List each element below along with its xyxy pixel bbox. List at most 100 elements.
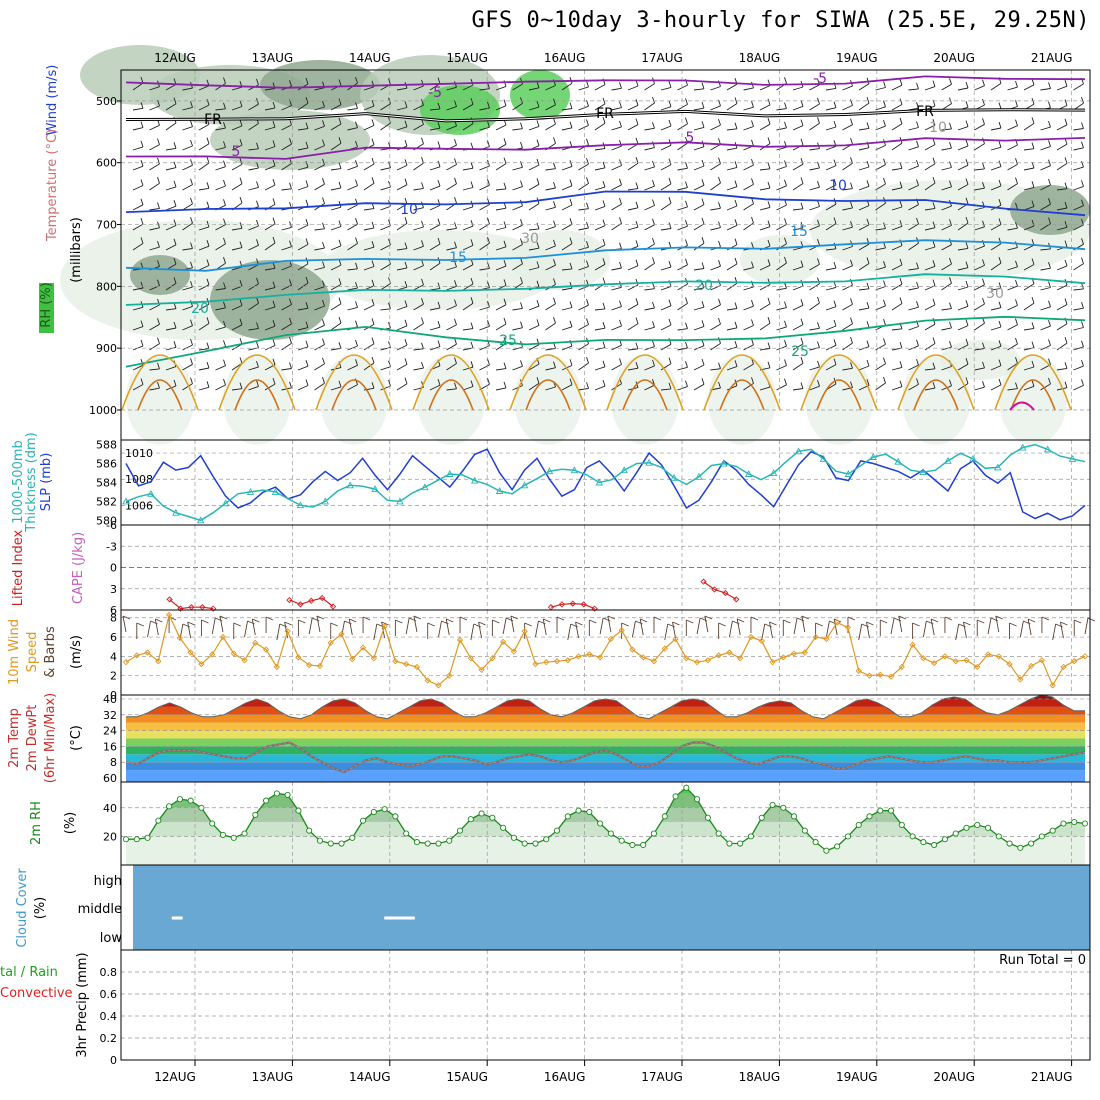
wind-barb: [858, 83, 870, 91]
wind-barb: [1056, 265, 1068, 271]
wind-barb: [140, 237, 144, 244]
wind-barb: [644, 263, 655, 271]
wind-barb: [858, 166, 870, 171]
wind-speed-marker: [693, 659, 701, 666]
wind-speed-marker: [316, 662, 324, 670]
wind-barb: [272, 358, 276, 365]
wind-barb: [701, 339, 705, 346]
wind-barb: [314, 286, 325, 291]
rh-marker: [672, 793, 679, 800]
wind-barb: [1040, 184, 1051, 191]
wind-barb: [487, 262, 490, 269]
wind-barb: [941, 224, 952, 231]
wind-barb: [437, 340, 441, 347]
wind-barb: [322, 319, 325, 326]
contour-label: 5: [232, 144, 241, 160]
wind-barb: [652, 218, 655, 225]
temp-band: [126, 706, 1085, 715]
wind-barb: [470, 142, 474, 150]
contour-label: 30: [986, 286, 1004, 302]
wind-barb: [536, 280, 540, 287]
wind-barb: [1073, 147, 1084, 151]
wind-barb: [965, 216, 969, 224]
wind-barb: [1015, 318, 1018, 325]
wind-barb: [239, 138, 243, 146]
wind-barb: [916, 179, 919, 186]
wind-speed-marker: [165, 611, 173, 618]
wind-barb: [231, 164, 243, 171]
wind-barb: [157, 318, 160, 325]
wind-barb: [149, 182, 160, 191]
wind-barb: [825, 364, 837, 371]
wind-speed-marker: [241, 657, 248, 664]
wind-barb: [660, 266, 672, 271]
wind-barb: [875, 125, 886, 131]
wind-barb: [190, 300, 193, 307]
wind-speed-marker: [909, 641, 916, 648]
wind-barb: [132, 384, 144, 391]
wind-barb: [660, 228, 672, 231]
wind-barb: [635, 137, 639, 145]
wind-barb: [792, 266, 804, 271]
wind-barb: [487, 281, 490, 288]
wind-barb: [297, 128, 309, 131]
thickness-marker: [296, 501, 305, 509]
wind-barb: [710, 105, 721, 111]
wind-barb: [718, 80, 721, 87]
rh-marker: [995, 833, 1002, 840]
wind-barb: [776, 326, 787, 331]
wind-barb: [338, 380, 342, 388]
wind-speed-marker: [446, 672, 453, 679]
wind-barb: [330, 622, 338, 627]
wind-barb: [908, 184, 919, 191]
wind-barb: [693, 287, 705, 291]
wind-barb: [561, 127, 573, 131]
wind-speed-marker: [769, 659, 776, 666]
y-tick-label: 0.2: [100, 1032, 118, 1045]
wind-speed-marker: [1038, 657, 1046, 664]
wind-barb: [842, 226, 853, 231]
wind-barb: [1081, 302, 1084, 309]
wind-barb: [281, 323, 292, 331]
wind-barb: [759, 85, 771, 91]
wind-barb: [990, 243, 1002, 251]
lifted-index-line: [169, 598, 214, 610]
wind-barb: [446, 324, 457, 331]
wind-barb: [248, 123, 259, 131]
wind-barb: [924, 144, 936, 151]
wind-barb: [1015, 299, 1018, 306]
wind-barb: [388, 379, 391, 387]
thickness-marker: [545, 467, 554, 475]
wind-speed-marker: [704, 657, 712, 664]
wind-barb: [569, 320, 573, 327]
contour-label: 15: [449, 250, 467, 266]
wind-barb: [165, 103, 177, 111]
wind-barb: [743, 363, 754, 371]
wind-barb: [965, 242, 969, 249]
rh-marker: [941, 836, 948, 843]
wind-barb: [380, 283, 391, 291]
wind-barb: [759, 264, 771, 271]
rh-marker: [230, 834, 237, 841]
wind-barb: [248, 167, 259, 171]
wind-barb: [173, 341, 177, 348]
wind-barb: [251, 618, 256, 636]
wind-barb: [396, 164, 408, 171]
wind-barb: [751, 319, 754, 326]
wind-barb: [833, 178, 837, 186]
wind-barb: [264, 184, 276, 191]
wind-barb: [248, 148, 259, 151]
wind-speed-marker: [931, 659, 938, 667]
wind-barb: [272, 281, 276, 288]
wind-barb: [850, 137, 853, 145]
wind-barb: [696, 617, 701, 635]
wind-barb: [751, 338, 754, 345]
wind-barb: [256, 380, 259, 387]
wind-barb: [223, 77, 226, 84]
wind-barb: [792, 86, 804, 91]
wind-barb: [751, 178, 754, 185]
wind-barb: [990, 224, 1002, 231]
wind-barb: [652, 237, 655, 245]
wind-barb: [621, 622, 629, 627]
